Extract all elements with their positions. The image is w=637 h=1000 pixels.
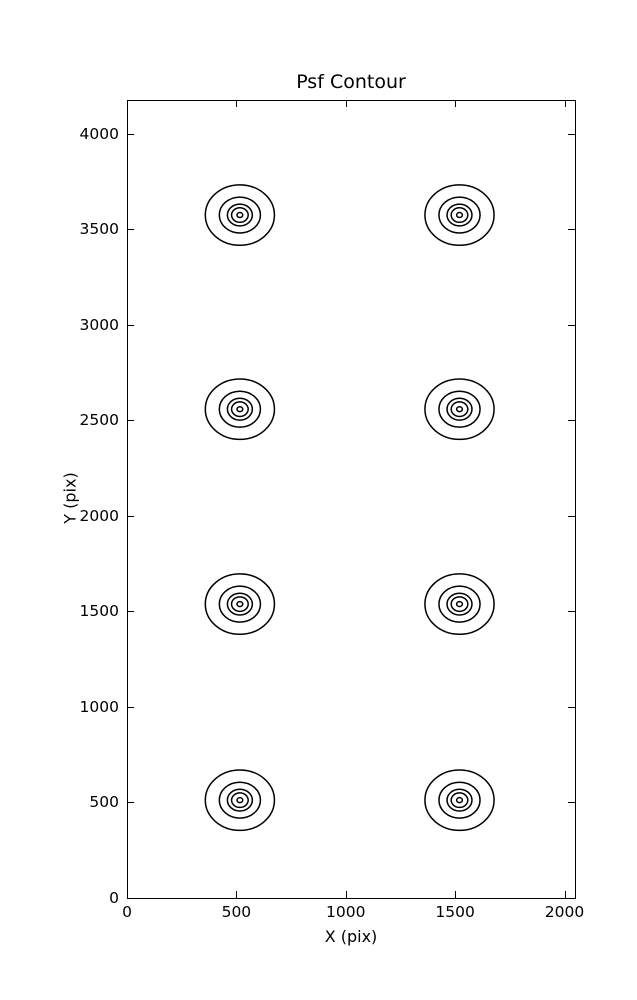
x-tick-label: 1500 <box>435 903 475 921</box>
contour-ring <box>424 378 495 441</box>
y-tick-label: 0 <box>109 889 119 907</box>
contour-ring <box>455 796 464 804</box>
contour-ring <box>438 585 481 623</box>
psf-contour-group <box>204 573 276 636</box>
contour-ring <box>230 401 249 418</box>
psf-contour-group <box>204 378 276 441</box>
contour-ring <box>204 184 276 246</box>
axis-ticks <box>127 100 575 899</box>
contour-ring <box>218 585 262 623</box>
psf-contour-group <box>204 769 276 832</box>
contour-ring <box>204 573 276 636</box>
contour-ring <box>424 184 495 246</box>
contour-ring <box>226 397 254 421</box>
contour-ring <box>236 600 244 608</box>
contour-ring <box>218 390 262 428</box>
contour-ring <box>455 600 464 608</box>
contour-ring <box>455 211 464 219</box>
contour-ring <box>204 769 276 832</box>
x-tick-label: 2000 <box>544 903 585 921</box>
chart-title: Psf Contour <box>296 71 406 93</box>
y-tick-label: 500 <box>89 793 119 812</box>
contour-ring <box>226 203 254 227</box>
contour-ring <box>218 196 262 234</box>
contour-ring <box>450 207 469 224</box>
contour-ring <box>446 203 473 227</box>
axes-spine <box>127 100 576 899</box>
contour-ring <box>424 769 495 832</box>
x-axis-label: X (pix) <box>324 927 378 946</box>
y-tick-label: 1500 <box>79 602 119 621</box>
y-tick-label: 3500 <box>79 220 119 239</box>
contour-ring <box>230 596 249 613</box>
y-axis-label: Y (pix) <box>60 472 80 524</box>
y-tick-label: 3000 <box>79 315 119 334</box>
contour-ring <box>204 378 276 441</box>
contour-ring <box>236 796 244 804</box>
psf-contour-group <box>424 378 495 441</box>
contour-ring <box>446 397 473 421</box>
contour-ring <box>455 405 464 413</box>
contour-ring <box>236 211 244 219</box>
contour-ring <box>438 196 481 234</box>
contour-ring <box>218 781 262 819</box>
contour-ring <box>424 573 495 636</box>
psf-contour-group <box>424 769 495 832</box>
contour-lines <box>204 184 495 832</box>
contour-ring <box>226 592 254 616</box>
psf-contour-group <box>424 184 495 246</box>
y-tick-label: 2000 <box>79 506 119 525</box>
contour-ring <box>446 592 473 616</box>
psf-contour-group <box>204 184 276 246</box>
contour-ring <box>236 405 244 413</box>
y-tick-label: 4000 <box>79 124 119 143</box>
contour-ring <box>446 788 473 812</box>
x-tick-label: 0 <box>122 903 132 921</box>
y-tick-label: 2500 <box>79 411 119 430</box>
axes-frame <box>127 100 576 899</box>
x-tick-label: 500 <box>221 903 252 921</box>
contour-ring <box>450 596 469 613</box>
x-tick-label: 1000 <box>326 903 366 921</box>
contour-ring <box>450 792 469 809</box>
contour-ring <box>438 781 481 819</box>
y-tick-label: 1000 <box>79 697 119 716</box>
contour-ring <box>230 792 249 809</box>
contour-ring <box>438 390 481 428</box>
contour-ring <box>230 207 249 224</box>
contour-ring <box>450 401 469 418</box>
contour-ring <box>226 788 254 812</box>
psf-contour-group <box>424 573 495 636</box>
